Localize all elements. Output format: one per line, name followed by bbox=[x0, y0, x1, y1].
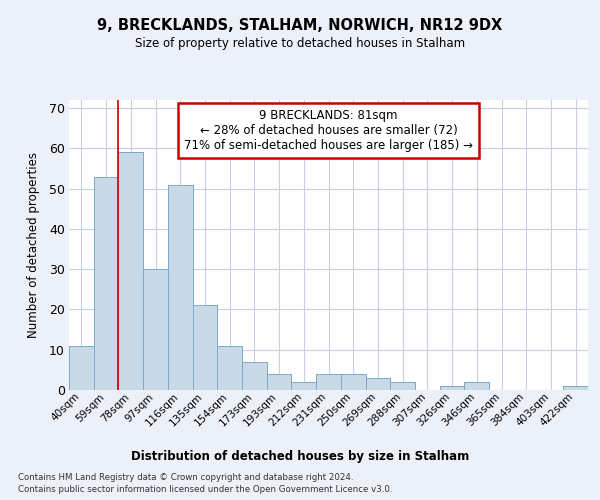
Bar bbox=[292, 382, 316, 390]
Bar bbox=[341, 374, 365, 390]
Text: Contains HM Land Registry data © Crown copyright and database right 2024.: Contains HM Land Registry data © Crown c… bbox=[18, 472, 353, 482]
Bar bbox=[118, 152, 143, 390]
Bar bbox=[464, 382, 489, 390]
Text: 9, BRECKLANDS, STALHAM, NORWICH, NR12 9DX: 9, BRECKLANDS, STALHAM, NORWICH, NR12 9D… bbox=[97, 18, 503, 32]
Text: Size of property relative to detached houses in Stalham: Size of property relative to detached ho… bbox=[135, 38, 465, 51]
Bar bbox=[193, 306, 217, 390]
Text: Distribution of detached houses by size in Stalham: Distribution of detached houses by size … bbox=[131, 450, 469, 463]
Bar bbox=[69, 346, 94, 390]
Bar bbox=[217, 346, 242, 390]
Bar bbox=[390, 382, 415, 390]
Bar bbox=[267, 374, 292, 390]
Bar bbox=[94, 176, 118, 390]
Bar bbox=[563, 386, 588, 390]
Bar bbox=[316, 374, 341, 390]
Bar bbox=[168, 184, 193, 390]
Text: Contains public sector information licensed under the Open Government Licence v3: Contains public sector information licen… bbox=[18, 485, 392, 494]
Bar bbox=[440, 386, 464, 390]
Bar bbox=[242, 362, 267, 390]
Y-axis label: Number of detached properties: Number of detached properties bbox=[28, 152, 41, 338]
Text: 9 BRECKLANDS: 81sqm
← 28% of detached houses are smaller (72)
71% of semi-detach: 9 BRECKLANDS: 81sqm ← 28% of detached ho… bbox=[184, 108, 473, 152]
Bar bbox=[143, 269, 168, 390]
Bar bbox=[365, 378, 390, 390]
